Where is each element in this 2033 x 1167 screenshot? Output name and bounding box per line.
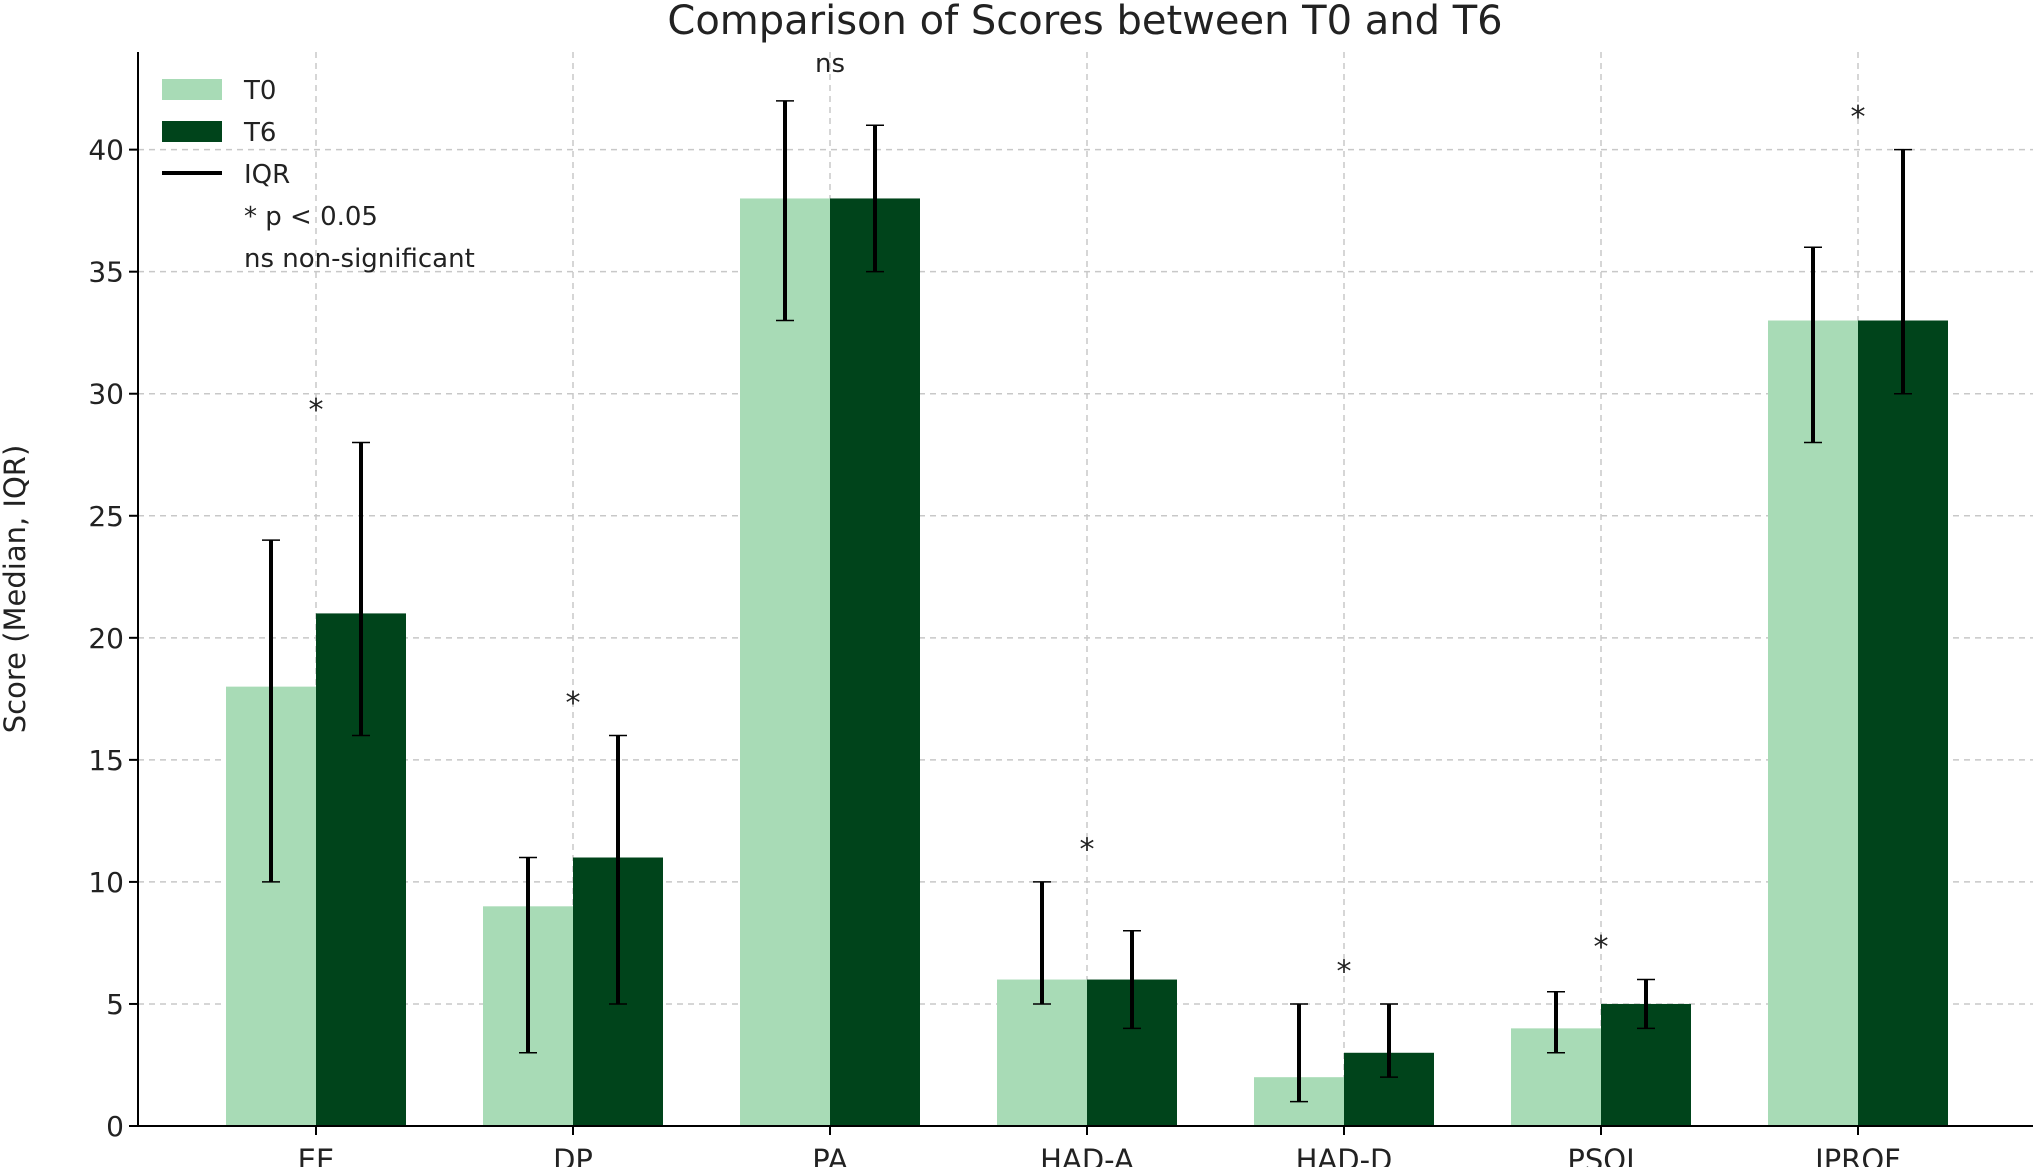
- errorbar-t0-ee: [262, 539, 280, 883]
- y-tick-label: 10: [88, 866, 124, 899]
- significance-had-d: *: [1337, 954, 1352, 989]
- legend-label-t6: T6: [243, 118, 276, 148]
- errorbar-t0-psqi: [1547, 991, 1565, 1054]
- x-tick-label-iprof: IPROF: [1815, 1143, 1901, 1167]
- y-tick-label: 40: [88, 134, 124, 167]
- bar-t6-pa: [830, 198, 920, 1127]
- legend-label-iqr: IQR: [244, 160, 290, 190]
- y-tick-label: 25: [88, 500, 124, 533]
- y-tick-label: 30: [88, 378, 124, 411]
- errorbar-t6-ee: [352, 441, 370, 737]
- errorbar-t0-had-d: [1290, 1003, 1308, 1103]
- x-tick-label-pa: PA: [812, 1143, 848, 1167]
- errorbar-t6-iprof: [1894, 148, 1912, 395]
- errorbar-t6-dp: [609, 734, 627, 1005]
- legend-note: * p < 0.05: [244, 202, 378, 232]
- x-tick-label-had-d: HAD-D: [1296, 1143, 1393, 1167]
- x-tick-label-ee: EE: [298, 1143, 335, 1167]
- bar-t6-iprof: [1858, 320, 1948, 1126]
- x-tick-label-had-a: HAD-A: [1040, 1143, 1134, 1167]
- significance-labels: * * ns * * * *: [309, 49, 1866, 989]
- significance-had-a: *: [1080, 832, 1095, 867]
- bar-t0-iprof: [1768, 320, 1858, 1126]
- significance-dp: *: [566, 686, 581, 721]
- errorbar-t0-dp: [519, 856, 537, 1054]
- significance-ee: *: [309, 393, 324, 428]
- errorbar-t0-iprof: [1804, 246, 1822, 444]
- x-tick-label-dp: DP: [553, 1143, 593, 1167]
- legend: T0 T6 IQR * p < 0.05 ns non-significant: [162, 76, 475, 274]
- legend-swatch-t0: [162, 79, 222, 100]
- error-bars: [262, 100, 1912, 1103]
- significance-pa: ns: [815, 49, 845, 79]
- significance-iprof: *: [1851, 100, 1866, 135]
- y-tick-label: 35: [88, 256, 124, 289]
- significance-psqi: *: [1594, 930, 1609, 965]
- errorbar-t6-had-d: [1380, 1003, 1398, 1078]
- axes: 0 5 10 15 20 25 30 35 40 EE DP PA HAD-A HAD-D PSQI IPRO…: [88, 52, 2033, 1167]
- legend-note: ns non-significant: [244, 244, 475, 274]
- bar-t0-pa: [740, 198, 830, 1127]
- errorbar-t0-had-a: [1033, 881, 1051, 1005]
- y-axis-label: Score (Median, IQR): [0, 445, 32, 734]
- y-tick-label: 0: [106, 1110, 124, 1143]
- errorbar-t0-pa: [776, 100, 794, 322]
- chart-title: Comparison of Scores between T0 and T6: [667, 0, 1502, 44]
- errorbar-t6-had-a: [1123, 929, 1141, 1030]
- legend-label-t0: T0: [243, 76, 276, 106]
- y-tick-label: 20: [88, 622, 124, 655]
- bars: [226, 198, 1948, 1127]
- errorbar-t6-pa: [866, 124, 884, 273]
- errorbar-t6-psqi: [1637, 978, 1655, 1030]
- y-tick-label: 5: [106, 988, 124, 1021]
- y-tick-label: 15: [88, 744, 124, 777]
- x-tick-label-psqi: PSQI: [1567, 1143, 1634, 1167]
- legend-swatch-t6: [162, 121, 222, 142]
- grid: [138, 52, 2033, 1126]
